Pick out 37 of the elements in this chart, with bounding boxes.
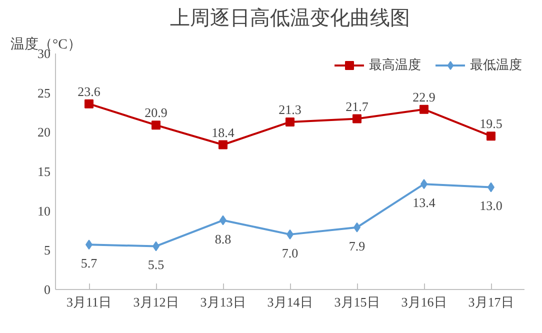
point <box>352 114 362 124</box>
y-tick-label: 10 <box>38 203 50 218</box>
legend-label: 最低温度 <box>470 56 522 74</box>
data-label: 23.6 <box>78 84 101 99</box>
x-tick-label: 3月14日 <box>267 294 313 310</box>
legend-label: 最高温度 <box>369 56 421 74</box>
data-label: 7.9 <box>348 238 366 254</box>
data-label: 5.5 <box>148 257 164 272</box>
x-tick-label: 3月16日 <box>401 294 447 310</box>
point <box>218 140 228 150</box>
y-tick-label: 25 <box>38 85 50 100</box>
y-tick-label: 5 <box>44 242 50 258</box>
x-tick-label: 3月12日 <box>133 294 179 310</box>
data-label: 21.3 <box>278 102 302 117</box>
point <box>420 104 428 114</box>
data-label: 18.4 <box>212 124 235 140</box>
point <box>84 99 94 108</box>
data-label: 8.8 <box>214 231 232 246</box>
data-label: 22.9 <box>412 89 436 104</box>
y-tick-label: 20 <box>38 124 50 140</box>
data-label: 13.0 <box>480 198 502 214</box>
y-tick-label: 0 <box>44 282 50 297</box>
data-label: 13.4 <box>412 195 436 210</box>
point <box>486 132 496 141</box>
data-label: 20.9 <box>144 105 168 120</box>
point <box>152 120 160 130</box>
chart-title: 上周逐日高低温变化曲线图 <box>170 6 410 30</box>
x-tick-label: 3月15日 <box>334 294 380 310</box>
x-tick-label: 3月11日 <box>66 294 112 310</box>
point <box>286 117 294 126</box>
x-tick-label: 3月17日 <box>468 294 514 310</box>
y-tick-label: 15 <box>38 164 50 179</box>
data-label: 19.5 <box>480 116 502 132</box>
data-label: 5.7 <box>80 256 98 271</box>
data-label: 7.0 <box>282 245 298 260</box>
x-tick-label: 3月13日 <box>200 294 246 310</box>
data-label: 21.7 <box>346 98 369 114</box>
